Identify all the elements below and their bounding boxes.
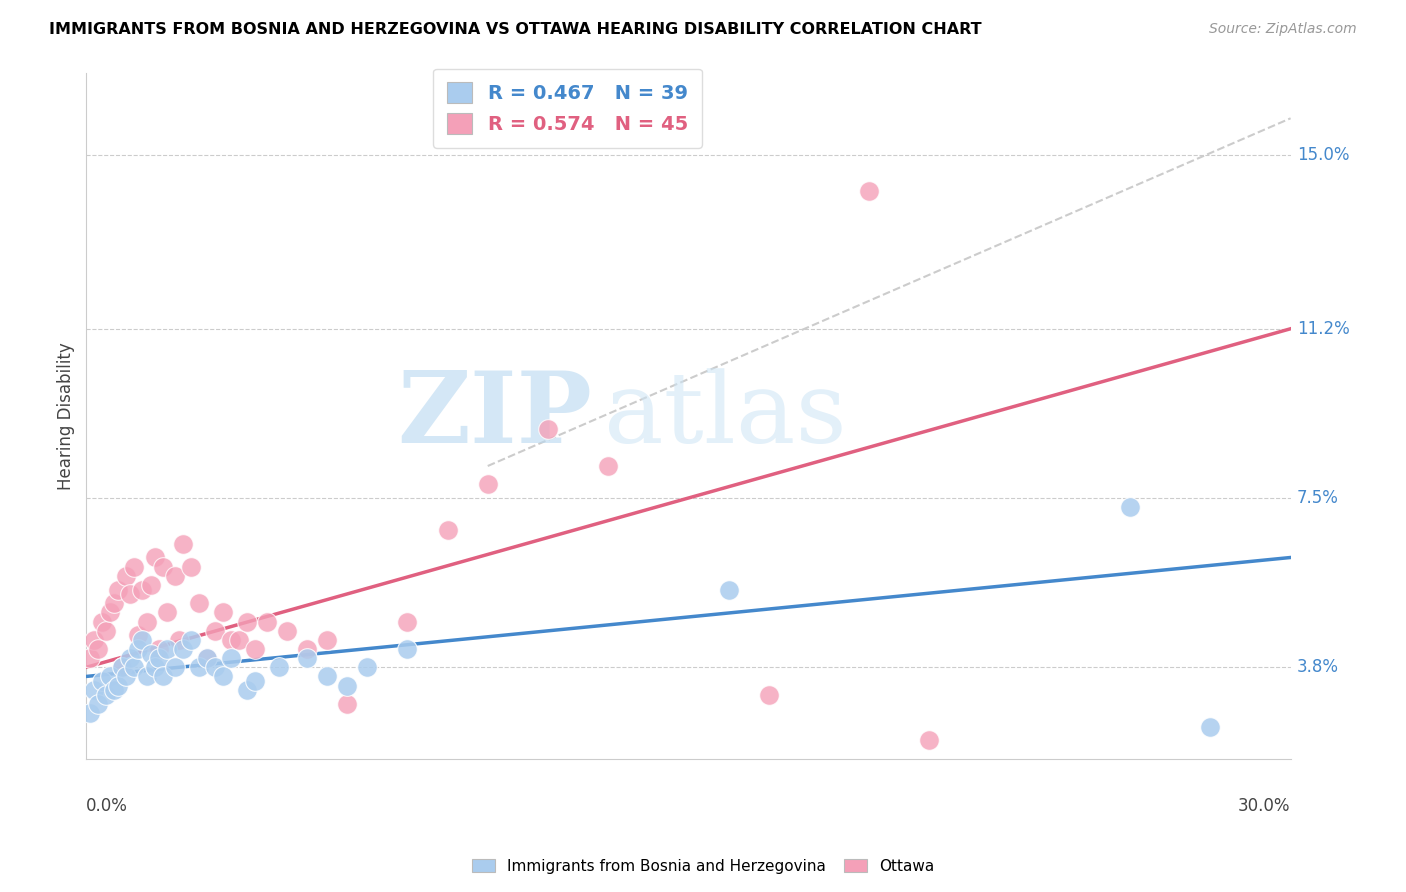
Point — [236, 615, 259, 629]
Point — [187, 660, 209, 674]
Point — [219, 651, 242, 665]
Point — [356, 660, 378, 674]
Point — [172, 642, 194, 657]
Text: atlas: atlas — [605, 368, 846, 464]
Point — [295, 642, 318, 657]
Point — [111, 660, 134, 674]
Text: 30.0%: 30.0% — [1239, 797, 1291, 814]
Point — [152, 559, 174, 574]
Point — [100, 669, 122, 683]
Point — [1199, 720, 1222, 734]
Point — [295, 651, 318, 665]
Point — [204, 624, 226, 638]
Point — [124, 660, 146, 674]
Point — [100, 606, 122, 620]
Point — [918, 733, 941, 747]
Point — [336, 679, 359, 693]
Text: 0.0%: 0.0% — [86, 797, 128, 814]
Point — [87, 697, 110, 711]
Point — [396, 615, 419, 629]
Text: Source: ZipAtlas.com: Source: ZipAtlas.com — [1209, 22, 1357, 37]
Point — [228, 632, 250, 647]
Point — [139, 578, 162, 592]
Point — [87, 642, 110, 657]
Text: 11.2%: 11.2% — [1296, 319, 1350, 338]
Point — [180, 559, 202, 574]
Point — [107, 582, 129, 597]
Point — [211, 669, 233, 683]
Point — [148, 642, 170, 657]
Text: 15.0%: 15.0% — [1296, 146, 1350, 164]
Text: 7.5%: 7.5% — [1296, 489, 1339, 507]
Point — [124, 559, 146, 574]
Point — [83, 683, 105, 698]
Point — [167, 632, 190, 647]
Point — [316, 632, 339, 647]
Text: ZIP: ZIP — [398, 368, 592, 464]
Point — [131, 632, 153, 647]
Point — [135, 615, 157, 629]
Legend: R = 0.467   N = 39, R = 0.574   N = 45: R = 0.467 N = 39, R = 0.574 N = 45 — [433, 69, 702, 148]
Point — [211, 606, 233, 620]
Point — [127, 628, 149, 642]
Point — [336, 697, 359, 711]
Point — [111, 660, 134, 674]
Point — [148, 651, 170, 665]
Point — [180, 632, 202, 647]
Point — [236, 683, 259, 698]
Point — [96, 688, 118, 702]
Point — [103, 596, 125, 610]
Point — [103, 683, 125, 698]
Y-axis label: Hearing Disability: Hearing Disability — [58, 342, 75, 490]
Point — [537, 422, 560, 436]
Point — [243, 673, 266, 688]
Point — [267, 660, 290, 674]
Point — [163, 660, 186, 674]
Point — [598, 458, 620, 473]
Point — [143, 550, 166, 565]
Point — [115, 568, 138, 582]
Point — [115, 669, 138, 683]
Point — [127, 642, 149, 657]
Point — [477, 477, 499, 491]
Point — [1119, 500, 1142, 515]
Point — [83, 632, 105, 647]
Point — [120, 587, 142, 601]
Point — [91, 673, 114, 688]
Point — [717, 582, 740, 597]
Point — [187, 596, 209, 610]
Point — [243, 642, 266, 657]
Text: 3.8%: 3.8% — [1296, 658, 1339, 676]
Point — [79, 706, 101, 720]
Point — [758, 688, 780, 702]
Point — [204, 660, 226, 674]
Point — [91, 615, 114, 629]
Point — [139, 647, 162, 661]
Point — [155, 642, 177, 657]
Point — [131, 582, 153, 597]
Point — [143, 660, 166, 674]
Point — [152, 669, 174, 683]
Point — [96, 624, 118, 638]
Point — [195, 651, 218, 665]
Point — [396, 642, 419, 657]
Point — [858, 185, 880, 199]
Legend: Immigrants from Bosnia and Herzegovina, Ottawa: Immigrants from Bosnia and Herzegovina, … — [465, 853, 941, 880]
Point — [79, 651, 101, 665]
Point — [195, 651, 218, 665]
Point — [107, 679, 129, 693]
Text: IMMIGRANTS FROM BOSNIA AND HERZEGOVINA VS OTTAWA HEARING DISABILITY CORRELATION : IMMIGRANTS FROM BOSNIA AND HERZEGOVINA V… — [49, 22, 981, 37]
Point — [436, 523, 458, 537]
Point — [120, 651, 142, 665]
Point — [135, 669, 157, 683]
Point — [316, 669, 339, 683]
Point — [276, 624, 298, 638]
Point — [163, 568, 186, 582]
Point — [155, 606, 177, 620]
Point — [219, 632, 242, 647]
Point — [256, 615, 278, 629]
Point — [172, 537, 194, 551]
